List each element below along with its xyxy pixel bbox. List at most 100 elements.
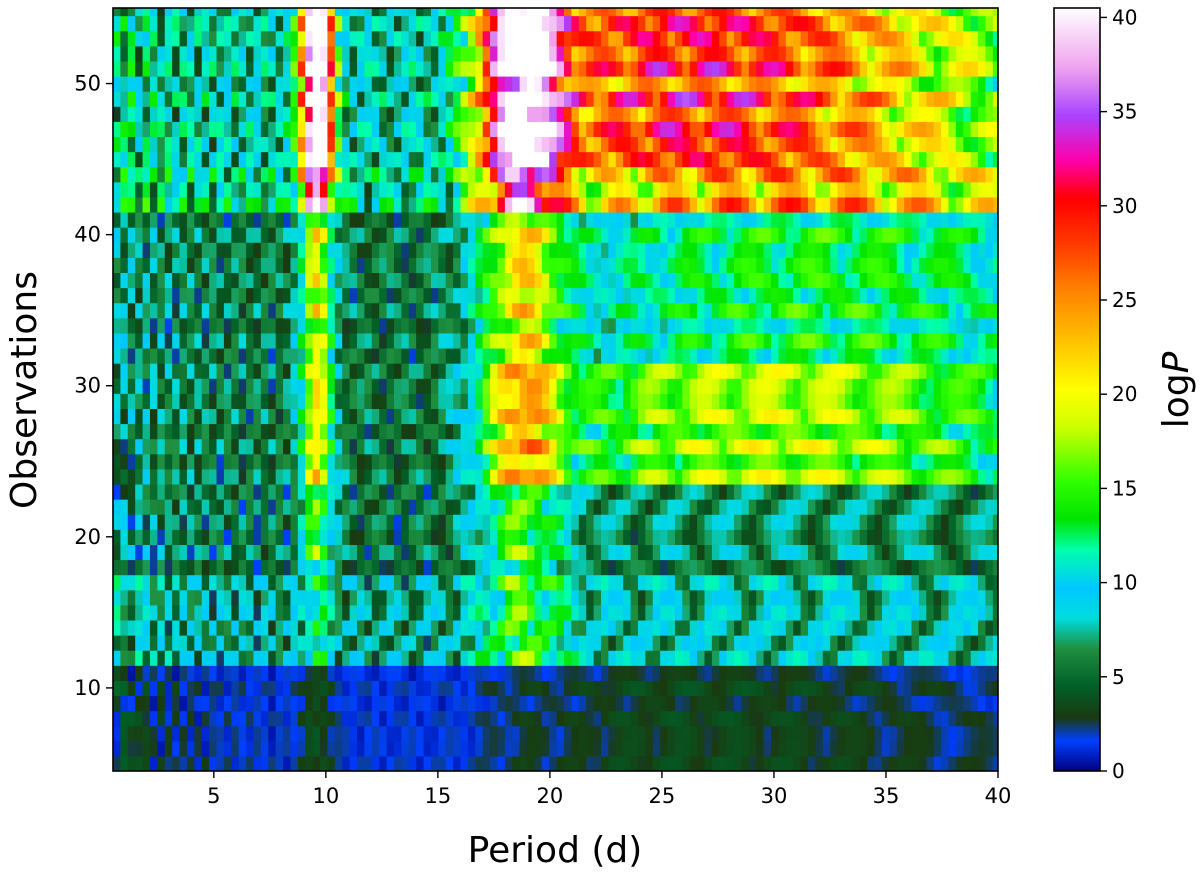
heatmap-cell — [186, 166, 195, 183]
heatmap-cell — [600, 695, 609, 712]
heatmap-cell — [571, 725, 580, 742]
heatmap-cell — [490, 166, 499, 183]
heatmap-cell — [512, 438, 521, 455]
heatmap-cell — [763, 317, 772, 334]
heatmap-cell — [519, 483, 528, 500]
heatmap-cell — [623, 151, 632, 168]
heatmap-cell — [963, 514, 972, 530]
heatmap-cell — [963, 665, 972, 681]
heatmap-cell — [386, 166, 395, 183]
heatmap-cell — [231, 574, 240, 591]
heatmap-cell — [830, 227, 839, 243]
heatmap-cell — [815, 695, 824, 712]
heatmap-cell — [756, 257, 765, 274]
heatmap-cell — [963, 287, 972, 304]
heatmap-cell — [719, 347, 728, 364]
heatmap-cell — [238, 302, 247, 319]
heatmap-cell — [216, 589, 225, 606]
heatmap-cell — [933, 635, 942, 651]
heatmap-cell — [305, 514, 314, 530]
heatmap-cell — [637, 755, 646, 771]
heatmap-cell — [201, 211, 210, 228]
heatmap-cell — [822, 710, 831, 727]
heatmap-cell — [186, 317, 195, 334]
heatmap-cell — [490, 604, 499, 621]
heatmap-cell — [512, 619, 521, 636]
heatmap-cell — [889, 680, 898, 697]
heatmap-cell — [674, 302, 683, 319]
heatmap-cell — [475, 166, 484, 183]
heatmap-cell — [889, 468, 898, 485]
heatmap-cell — [238, 514, 247, 530]
heatmap-cell — [297, 272, 306, 289]
heatmap-cell — [453, 363, 462, 379]
heatmap-cell — [756, 166, 765, 183]
heatmap-cell — [918, 514, 927, 530]
heatmap-cell — [231, 650, 240, 666]
heatmap-cell — [260, 302, 269, 319]
heatmap-cell — [297, 483, 306, 500]
heatmap-cell — [970, 423, 979, 440]
heatmap-cell — [149, 211, 158, 228]
heatmap-cell — [763, 635, 772, 651]
heatmap-cell — [889, 332, 898, 349]
heatmap-cell — [608, 408, 617, 425]
heatmap-cell — [564, 136, 572, 153]
heatmap-cell — [778, 574, 787, 591]
heatmap-cell — [660, 257, 669, 274]
heatmap-cell — [881, 378, 890, 394]
heatmap-cell — [785, 438, 794, 455]
heatmap-cell — [926, 529, 935, 545]
heatmap-cell — [578, 211, 587, 228]
heatmap-cell — [231, 665, 240, 681]
heatmap-cell — [985, 529, 994, 545]
heatmap-cell — [711, 650, 720, 666]
heatmap-cell — [859, 166, 868, 183]
heatmap-cell — [556, 514, 565, 530]
heatmap-cell — [896, 317, 905, 334]
heatmap-cell — [889, 347, 898, 364]
heatmap-cell — [216, 378, 225, 394]
heatmap-cell — [408, 423, 417, 440]
heatmap-cell — [334, 695, 343, 712]
heatmap-cell — [623, 589, 632, 606]
heatmap-cell — [660, 378, 669, 394]
heatmap-cell — [697, 695, 706, 712]
heatmap-cell — [800, 483, 809, 500]
heatmap-cell — [593, 151, 602, 168]
heatmap-cell — [689, 604, 698, 621]
heatmap-cell — [756, 227, 765, 243]
heatmap-cell — [586, 710, 595, 727]
heatmap-cell — [327, 589, 336, 606]
heatmap-cell — [859, 604, 868, 621]
heatmap-cell — [504, 514, 513, 530]
heatmap-cell — [334, 363, 343, 379]
heatmap-cell — [904, 740, 913, 757]
heatmap-cell — [186, 378, 195, 394]
heatmap-cell — [785, 680, 794, 697]
heatmap-cell — [941, 604, 950, 621]
heatmap-cell — [430, 347, 439, 364]
heatmap-cell — [593, 272, 602, 289]
heatmap-cell — [549, 181, 558, 198]
heatmap-cell — [815, 514, 824, 530]
heatmap-cell — [904, 302, 913, 319]
heatmap-cell — [238, 635, 247, 651]
heatmap-cell — [172, 347, 181, 364]
heatmap-cell — [453, 272, 462, 289]
heatmap-cell — [637, 665, 646, 681]
heatmap-cell — [933, 619, 942, 636]
heatmap-cell — [645, 665, 654, 681]
heatmap-cell — [623, 755, 632, 771]
heatmap-cell — [113, 272, 121, 289]
heatmap-cell — [334, 635, 343, 651]
heatmap-cell — [593, 166, 602, 183]
heatmap-cell — [859, 453, 868, 470]
heatmap-cell — [297, 257, 306, 274]
heatmap-cell — [771, 378, 780, 394]
heatmap-cell — [630, 242, 639, 258]
heatmap-cell — [349, 514, 358, 530]
heatmap-cell — [652, 363, 661, 379]
heatmap-cell — [556, 635, 565, 651]
heatmap-cell — [593, 438, 602, 455]
